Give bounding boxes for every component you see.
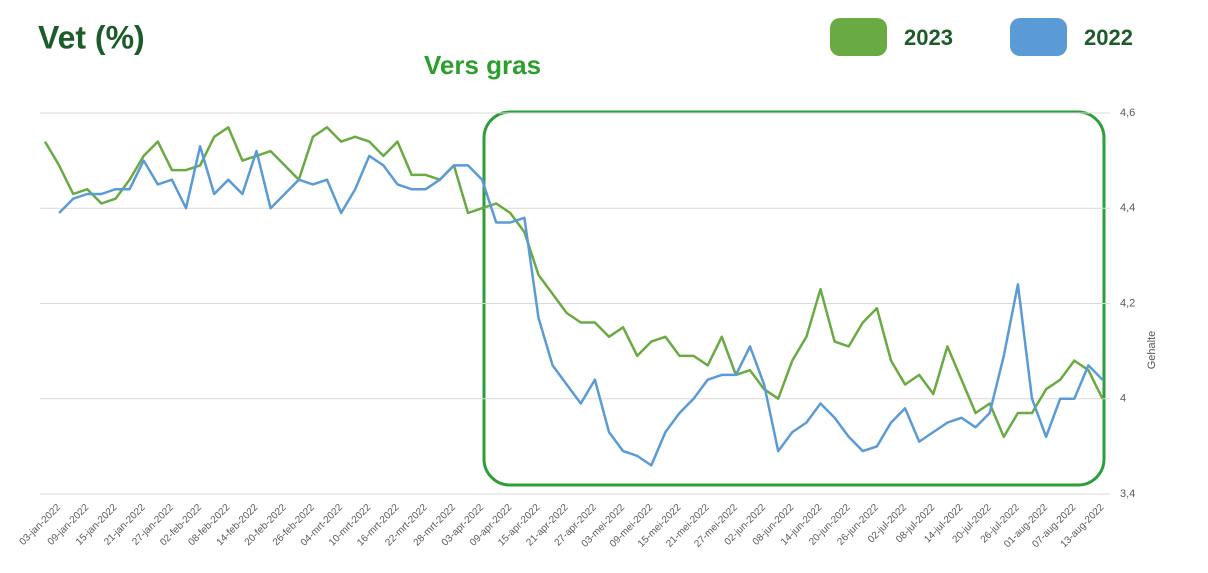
y-tick-label: 4,2 bbox=[1120, 297, 1135, 309]
legend-swatch bbox=[830, 18, 887, 56]
y-tick-label: 4 bbox=[1120, 393, 1126, 405]
y-tick-label: 4,4 bbox=[1120, 202, 1135, 214]
legend-swatch bbox=[1010, 18, 1067, 56]
y-tick-label: 3,4 bbox=[1120, 488, 1135, 500]
series-line bbox=[58, 145, 1104, 467]
y-axis-label: Gehalte bbox=[1146, 331, 1158, 370]
legend-label: 2023 bbox=[904, 25, 953, 50]
annotation: Vers gras bbox=[424, 50, 541, 80]
y-tick-label: 4,6 bbox=[1120, 107, 1135, 119]
chart-title: Vet (%) bbox=[38, 19, 145, 55]
highlight-box bbox=[482, 110, 1106, 487]
legend-label: 2022 bbox=[1084, 25, 1133, 50]
series-line bbox=[43, 126, 1104, 439]
